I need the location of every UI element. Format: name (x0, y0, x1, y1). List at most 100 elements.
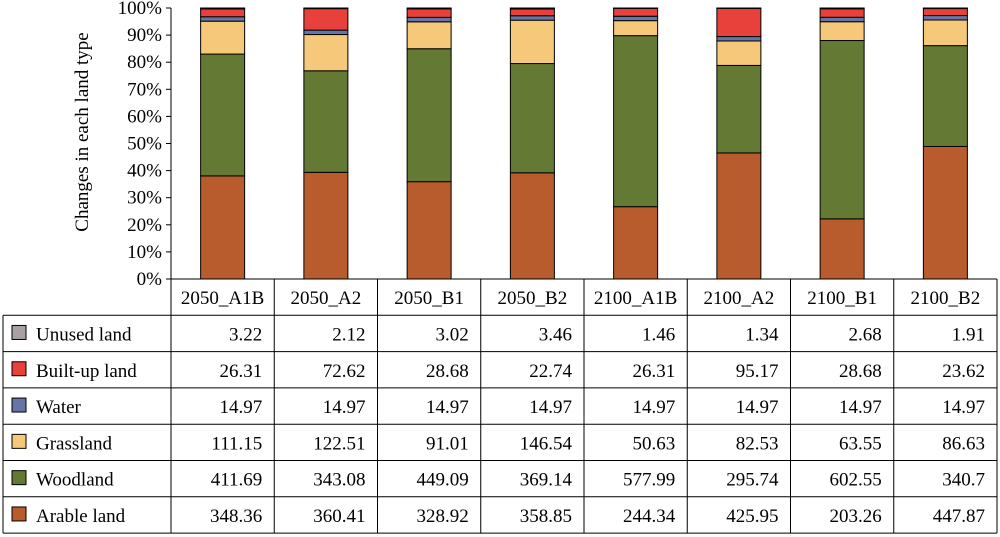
bar-woodland-2100-b1 (819, 40, 865, 220)
bar-water-2050-a1b (200, 16, 246, 22)
bar-water-2050-a2 (303, 29, 349, 36)
bar-unused-land-2050-b1 (406, 7, 452, 10)
table-cell: 14.97 (942, 397, 985, 418)
y-tick-label: 50% (127, 134, 162, 155)
y-tick-label: 30% (127, 188, 162, 209)
bar-unused-land-2050-a1b (200, 7, 246, 10)
table-cell: 28.68 (839, 361, 882, 382)
table-cell: 3.46 (539, 324, 572, 345)
table-cell: 95.17 (736, 361, 779, 382)
table-cell: 14.97 (323, 397, 366, 418)
bar-woodland-2100-a2 (716, 64, 762, 154)
y-tick-label: 60% (127, 106, 162, 127)
legend-label-arable-land: Arable land (36, 506, 126, 527)
y-tick-label: 20% (127, 215, 162, 236)
bar-built-up-land-2100-b1 (819, 8, 865, 18)
table-cell: 577.99 (623, 470, 675, 491)
bar-woodland-2050-a1b (200, 53, 246, 177)
bar-woodland-2050-a2 (303, 70, 349, 173)
bar-arable-land-2050-b1 (406, 181, 452, 280)
bar-grassland-2100-a2 (716, 40, 762, 66)
y-tick-label: 100% (118, 0, 163, 19)
bar-woodland-2050-b2 (509, 63, 555, 174)
y-tick-label: 10% (127, 242, 162, 263)
y-tick-label: 40% (127, 161, 162, 182)
bar-grassland-2100-b1 (819, 21, 865, 42)
legend-label-water: Water (36, 397, 82, 418)
table-cell: 26.31 (633, 361, 676, 382)
bar-built-up-land-2050-b1 (406, 8, 452, 18)
table-cell: 343.08 (313, 470, 365, 491)
y-axis-label: Changes in each land type (72, 32, 93, 231)
category-label: 2100_B1 (807, 288, 877, 309)
table-cell: 111.15 (211, 433, 262, 454)
category-label: 2100_B2 (911, 288, 981, 309)
table-cell: 244.34 (623, 506, 676, 527)
bar-arable-land-2050-a2 (303, 171, 349, 280)
bar-grassland-2050-b2 (509, 19, 555, 65)
bar-water-2100-b2 (922, 15, 968, 21)
bar-water-2100-a1b (613, 15, 659, 22)
bar-grassland-2100-a1b (613, 20, 659, 37)
legend-label-unused-land: Unused land (36, 324, 132, 345)
bar-water-2100-b1 (819, 16, 865, 23)
table-cell: 14.97 (426, 397, 469, 418)
category-label: 2050_A2 (291, 288, 362, 309)
table-cell: 2.68 (849, 324, 882, 345)
table-cell: 122.51 (313, 433, 365, 454)
category-label: 2050_B1 (394, 288, 464, 309)
legend-swatch-built-up-land (11, 361, 27, 377)
table-cell: 86.63 (942, 433, 985, 454)
bar-built-up-land-2050-a1b (200, 8, 246, 18)
bar-unused-land-2050-b2 (509, 7, 555, 10)
bar-arable-land-2050-b2 (509, 172, 555, 280)
table-cell: 447.87 (933, 506, 985, 527)
table-cell: 1.91 (952, 324, 985, 345)
table-cell: 340.7 (942, 470, 985, 491)
table-cell: 50.63 (633, 433, 676, 454)
table-cell: 295.74 (726, 470, 779, 491)
table-cell: 411.69 (211, 470, 263, 491)
bars (200, 7, 968, 280)
table-cell: 23.62 (942, 361, 985, 382)
bar-grassland-2050-b1 (406, 21, 452, 50)
table-cell: 26.31 (220, 361, 263, 382)
table-cell: 22.74 (529, 361, 572, 382)
legend-label-woodland: Woodland (36, 470, 114, 491)
legend-swatch-water (11, 397, 27, 413)
category-label: 2050_B2 (498, 288, 568, 309)
bar-grassland-2050-a1b (200, 20, 246, 55)
table-cell: 328.92 (417, 506, 469, 527)
table-cell: 146.54 (520, 433, 573, 454)
bar-built-up-land-2100-a1b (613, 7, 659, 17)
table-cell: 2.12 (332, 324, 365, 345)
table-cell: 425.95 (726, 506, 778, 527)
y-tick-label: 90% (127, 25, 162, 46)
bar-grassland-2050-a2 (303, 34, 349, 72)
bar-arable-land-2100-b2 (922, 145, 968, 280)
bar-unused-land-2100-b1 (819, 7, 865, 10)
bar-water-2050-b1 (406, 16, 452, 23)
bar-arable-land-2100-a1b (613, 206, 659, 280)
legend-swatch-woodland (11, 470, 27, 486)
table-cell: 358.85 (520, 506, 572, 527)
table-cell: 602.55 (830, 470, 882, 491)
table-cell: 369.14 (520, 470, 573, 491)
bar-arable-land-2100-b1 (819, 218, 865, 280)
legend-label-built-up-land: Built-up land (36, 361, 137, 382)
table-cell: 14.97 (529, 397, 572, 418)
category-label: 2050_A1B (181, 288, 264, 309)
bar-water-2100-a2 (716, 36, 762, 42)
table-cell: 14.97 (736, 397, 779, 418)
table-cell: 449.09 (417, 470, 469, 491)
legend-label-grassland: Grassland (36, 433, 112, 454)
y-tick-label: 0% (137, 269, 163, 290)
table-cell: 3.02 (436, 324, 469, 345)
bar-built-up-land-2100-b2 (922, 8, 968, 17)
table-cell: 72.62 (323, 361, 366, 382)
y-tick-label: 70% (127, 79, 162, 100)
data-table: 2050_A1B 2050_A2 2050_B1 2050_B2 2100_A1B 210… (2, 278, 998, 534)
table-cell: 14.97 (220, 397, 263, 418)
y-axis: 0% 10% 20% 30% 40% 50% 60% 70% 80% 90% 100% (118, 0, 172, 290)
